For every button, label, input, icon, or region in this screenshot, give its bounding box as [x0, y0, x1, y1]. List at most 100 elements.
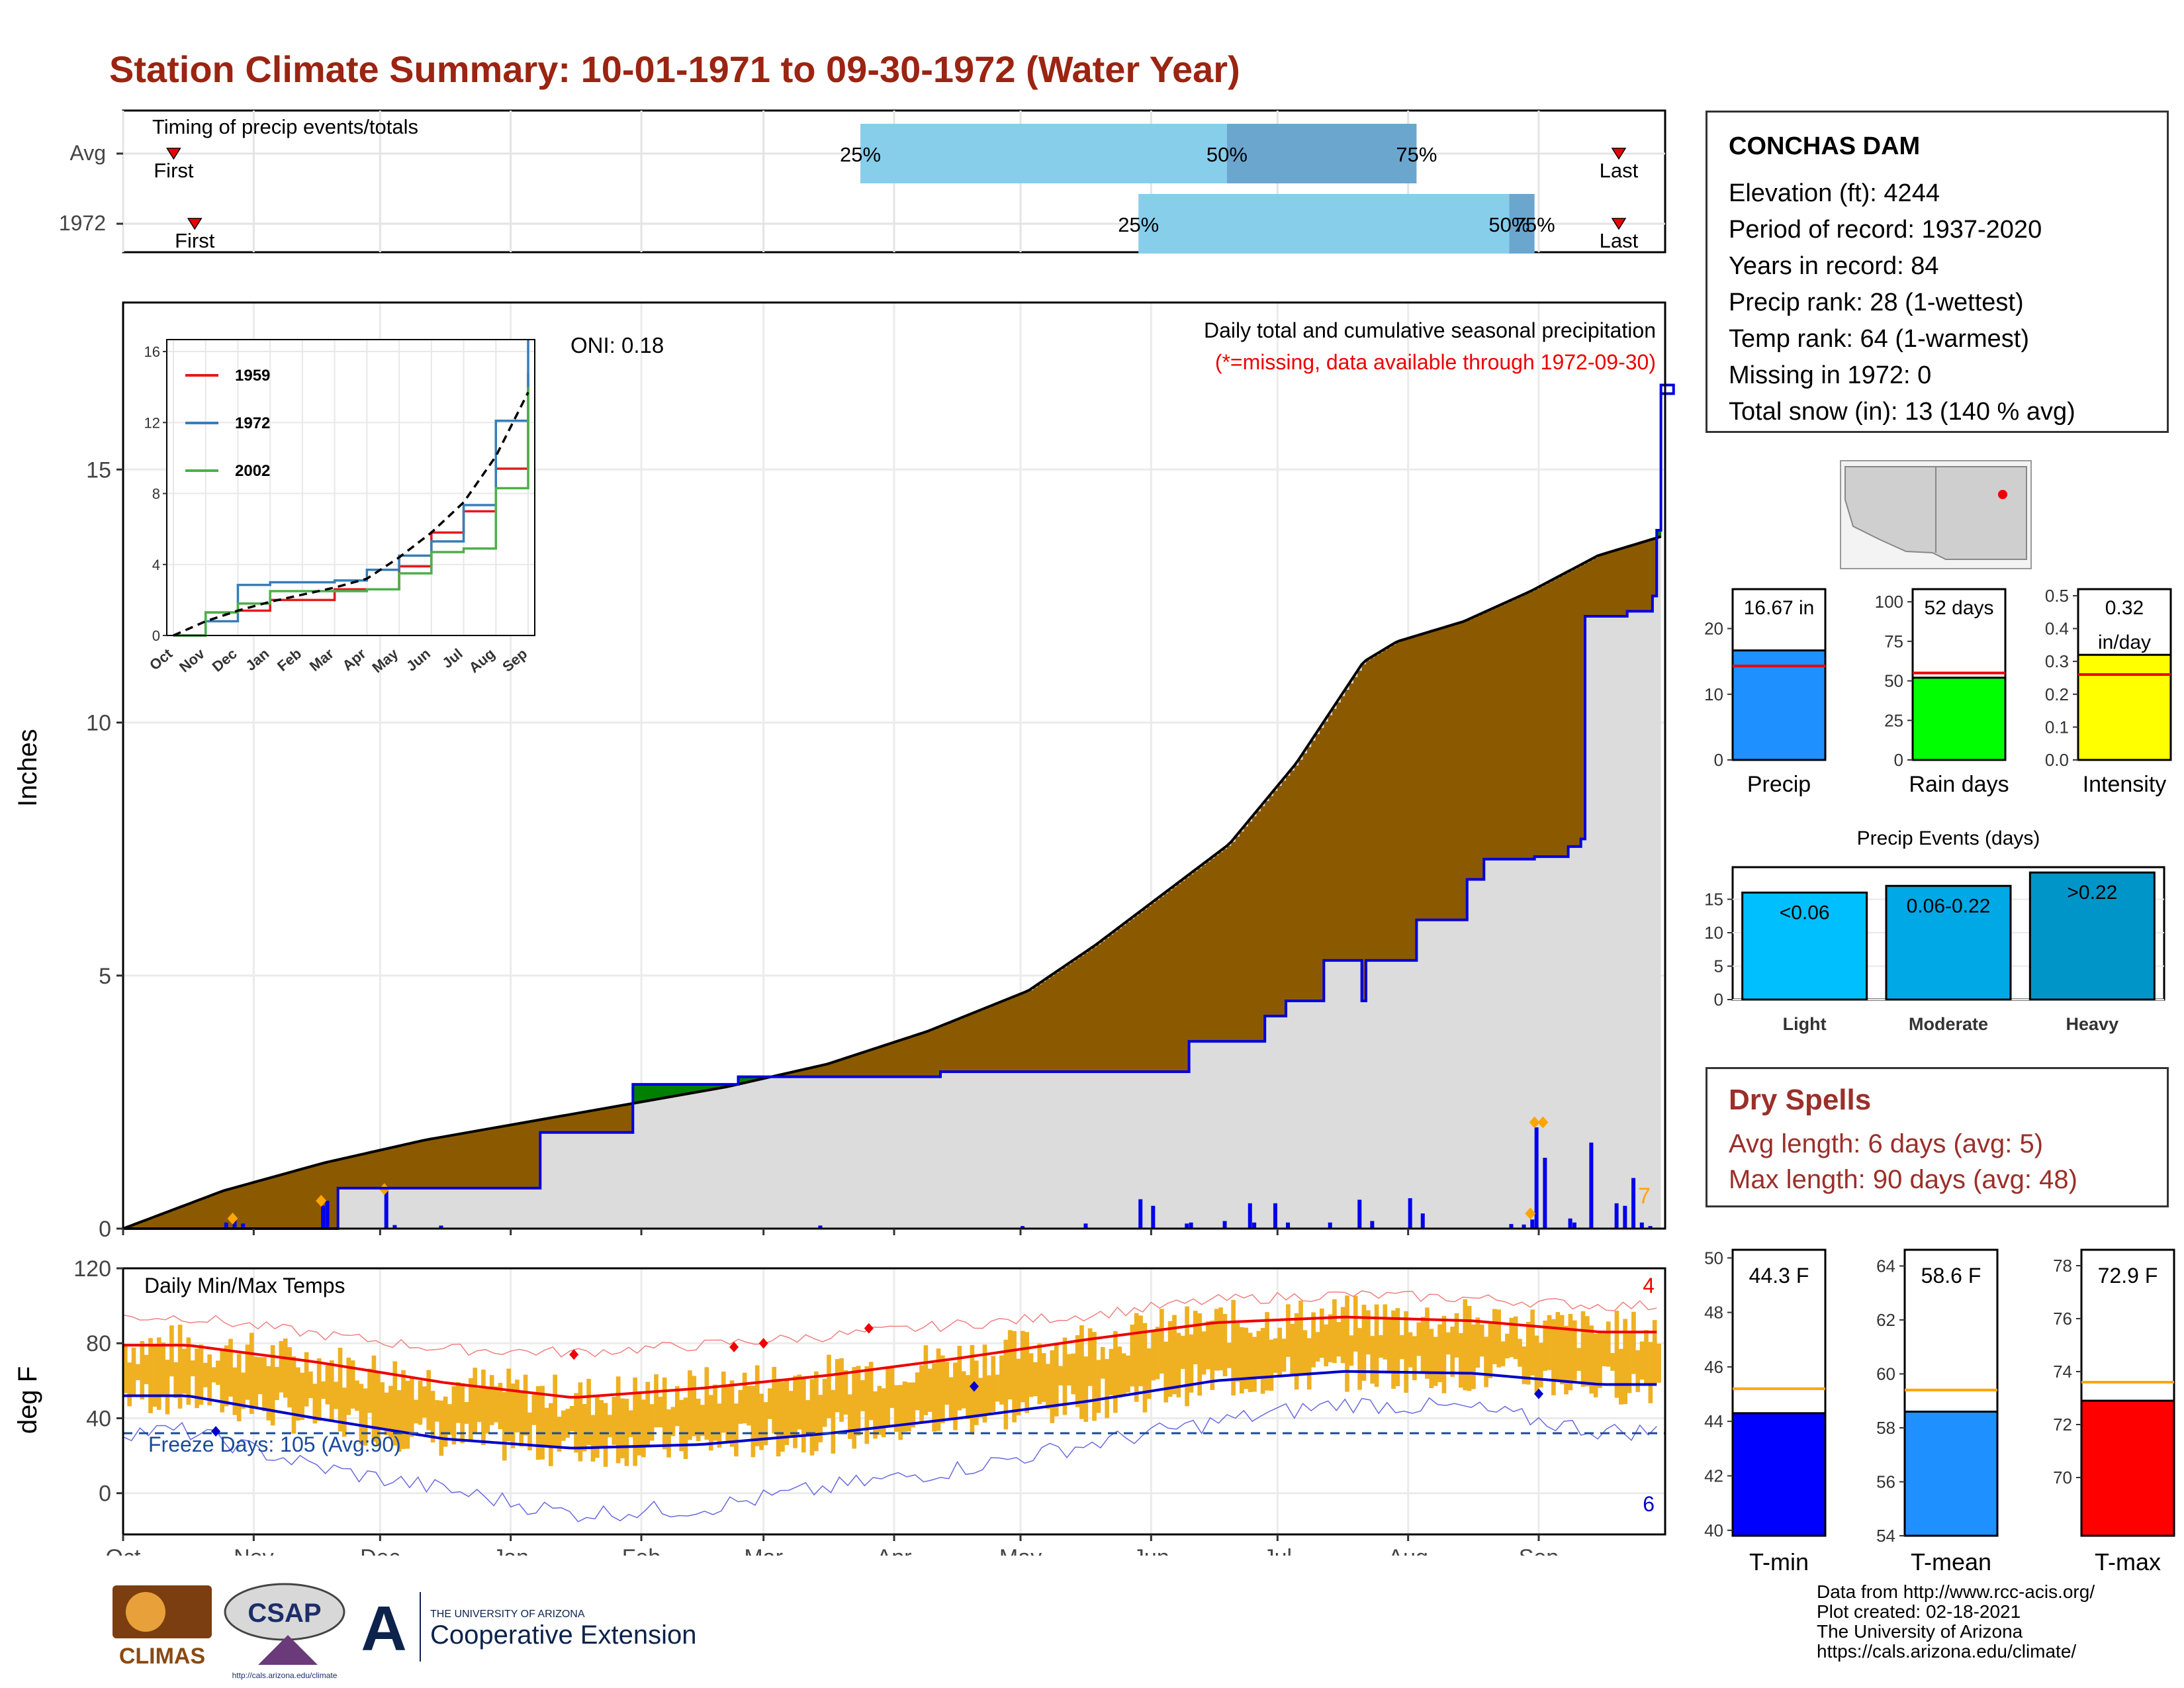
precip-departure-fill	[173, 1209, 179, 1229]
precip-departure-fill	[388, 1148, 394, 1188]
precip-departure-fill	[1454, 624, 1459, 920]
daily-temp-bar	[430, 1391, 435, 1443]
daily-temp-bar	[1121, 1353, 1126, 1396]
temp-summary-tick-label-2-2: 74	[2053, 1362, 2072, 1382]
precip-departure-fill	[1459, 623, 1464, 920]
daily-precip-bar	[818, 1225, 823, 1229]
temp-summary-tick-label-0-1: 42	[1704, 1466, 1723, 1485]
daily-temp-bar	[679, 1399, 684, 1452]
daily-temp-bar	[548, 1403, 553, 1466]
temp-summary-tick-label-2-3: 76	[2053, 1309, 2072, 1329]
precip-departure-fill	[843, 1058, 848, 1077]
inset-ytick-label-4: 16	[144, 344, 160, 360]
daily-temp-bar	[245, 1344, 250, 1400]
daily-temp-bar	[1176, 1333, 1181, 1397]
precip-departure-fill	[1488, 610, 1493, 859]
daily-temp-bar	[1475, 1317, 1480, 1368]
precip-departure-fill	[1252, 816, 1257, 1042]
inset-ytick-label-3: 12	[144, 414, 160, 431]
precip-departure-fill	[161, 1214, 166, 1229]
daily-temp-bar	[1429, 1329, 1434, 1389]
daily-temp-bar	[999, 1355, 1004, 1405]
daily-temp-bar	[1555, 1312, 1561, 1381]
daily-temp-bar	[1463, 1299, 1468, 1391]
precip-departure-fill	[1100, 941, 1105, 1072]
precip-departure-fill	[498, 1127, 503, 1188]
daily-temp-bar	[1589, 1325, 1594, 1394]
daily-temp-bar	[1231, 1299, 1236, 1396]
precip-departure-fill	[1273, 790, 1278, 1016]
precip-departure-fill	[1028, 990, 1034, 1072]
precip-departure-fill	[1193, 871, 1198, 1042]
daily-temp-bar	[940, 1355, 945, 1423]
precip-departure-fill	[321, 1163, 326, 1229]
daily-temp-bar	[1479, 1325, 1484, 1357]
daily-temp-bar	[460, 1383, 465, 1444]
daily-temp-bar	[544, 1407, 549, 1445]
daily-temp-bar	[148, 1338, 153, 1413]
precip-departure-fill	[1306, 747, 1312, 1001]
daily-temp-bar	[1260, 1327, 1265, 1394]
precip-departure-fill	[409, 1143, 414, 1188]
daily-temp-bar	[1332, 1299, 1337, 1364]
daily-temp-bar	[506, 1368, 511, 1442]
daily-temp-bar	[827, 1354, 831, 1419]
inset-ytick-label-0: 0	[152, 628, 160, 644]
precip-departure-fill	[1138, 912, 1144, 1072]
precip-departure-fill	[291, 1172, 296, 1229]
summary-bar-charts: 16.67 in Precip 0 10 20 52 days Rain days 0 25 50…	[1704, 586, 2172, 797]
precip-departure-fill	[907, 1038, 912, 1077]
daily-temp-bar	[645, 1382, 651, 1447]
precip-event-bar-Light	[1741, 891, 1868, 1001]
precip-departure-fill	[557, 1117, 562, 1133]
precip-departure-fill	[1366, 660, 1371, 961]
precip-departure-fill	[966, 1015, 971, 1072]
precip-departure-fill	[1180, 880, 1185, 1072]
daily-temp-bar	[1518, 1338, 1522, 1367]
precip-departure-fill	[1391, 645, 1396, 961]
daily-temp-bar	[894, 1385, 899, 1432]
daily-temp-bar	[447, 1404, 452, 1435]
precip-departure-fill	[1067, 964, 1071, 1072]
temp-ytick-label-1: 40	[86, 1406, 111, 1431]
csap-url: http://cals.arizona.edu/climate	[232, 1671, 338, 1680]
precip-departure-fill	[1058, 970, 1064, 1072]
precip-departure-fill	[1429, 632, 1434, 920]
precip-departure-fill	[1580, 564, 1586, 839]
daily-temp-bar	[957, 1346, 962, 1411]
temp-summary-bar-2	[2080, 1399, 2175, 1537]
daily-temp-bar	[797, 1374, 802, 1430]
precip-departure-fill	[717, 1084, 722, 1089]
daily-precip-bar	[1083, 1223, 1088, 1229]
precip-events-chart: Precip Events (days) 0 5 10 15 <0.06 Light 0.06…	[1704, 827, 2165, 1034]
precip-departure-fill	[1539, 586, 1543, 857]
temp-summary-tick-label-1-4: 62	[1876, 1310, 1895, 1330]
precip-event-category-Light: Light	[1783, 1014, 1827, 1034]
daily-temp-bar	[1525, 1321, 1531, 1385]
precip-departure-fill	[645, 1084, 651, 1102]
precip-departure-fill	[1471, 618, 1477, 880]
precip-departure-fill	[451, 1135, 457, 1188]
precip-departure-fill	[1007, 999, 1013, 1072]
average-cumulative-line	[122, 535, 1662, 1230]
precip-event-marker	[316, 1194, 327, 1207]
precip-departure-fill	[519, 1123, 524, 1188]
precip-departure-fill	[595, 1109, 600, 1133]
precip-departure-fill	[207, 1196, 212, 1229]
precip-departure-fill	[1496, 606, 1502, 859]
daily-temp-bar	[464, 1402, 469, 1424]
daily-temp-bar	[384, 1392, 389, 1436]
precip-departure-fill	[670, 1084, 676, 1097]
daily-precip-bar	[1138, 1199, 1143, 1229]
daily-temp-bar	[1024, 1332, 1030, 1413]
daily-temp-bar	[1530, 1309, 1535, 1376]
precip-departure-fill	[1555, 578, 1561, 857]
daily-temp-bar	[455, 1382, 461, 1423]
daily-temp-bar	[1408, 1332, 1413, 1368]
precip-departure-fill	[312, 1166, 318, 1229]
daily-temp-bar	[970, 1344, 975, 1435]
precip-note-title: Daily total and cumulative seasonal prec…	[1204, 318, 1656, 342]
daily-precip-bar	[1614, 1203, 1619, 1229]
daily-temp-bar	[161, 1342, 165, 1397]
daily-temp-bar	[279, 1340, 284, 1393]
